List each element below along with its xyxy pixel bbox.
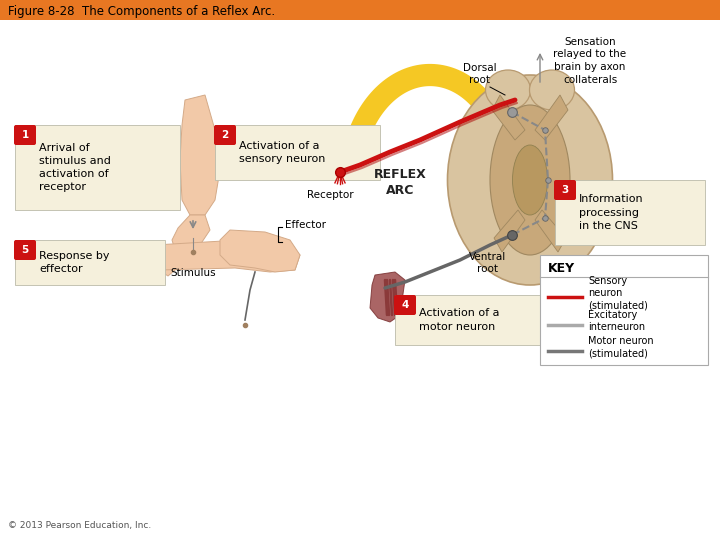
FancyBboxPatch shape — [15, 125, 180, 210]
Text: Sensory
neuron
(stimulated): Sensory neuron (stimulated) — [588, 275, 648, 310]
Polygon shape — [535, 210, 566, 252]
Text: © 2013 Pearson Education, Inc.: © 2013 Pearson Education, Inc. — [8, 521, 151, 530]
Text: REFLEX
ARC: REFLEX ARC — [374, 167, 426, 197]
Text: Dorsal
root: Dorsal root — [463, 63, 497, 85]
Text: 3: 3 — [562, 185, 569, 195]
FancyBboxPatch shape — [215, 125, 380, 180]
Polygon shape — [172, 215, 210, 252]
Text: Figure 8-28  The Components of a Reflex Arc.: Figure 8-28 The Components of a Reflex A… — [8, 4, 275, 17]
Polygon shape — [535, 95, 568, 140]
Ellipse shape — [513, 145, 547, 215]
FancyBboxPatch shape — [555, 180, 705, 245]
Text: Effector: Effector — [285, 220, 326, 230]
Text: 2: 2 — [221, 130, 229, 140]
Polygon shape — [180, 95, 220, 215]
FancyBboxPatch shape — [14, 125, 36, 145]
Text: Information
processing
in the CNS: Information processing in the CNS — [579, 194, 644, 231]
Text: Receptor: Receptor — [307, 190, 354, 200]
FancyBboxPatch shape — [395, 295, 560, 345]
Text: Response by
effector: Response by effector — [39, 251, 109, 274]
Text: Arrival of
stimulus and
activation of
receptor: Arrival of stimulus and activation of re… — [39, 143, 111, 192]
FancyBboxPatch shape — [540, 255, 708, 365]
Text: Excitatory
interneuron: Excitatory interneuron — [588, 310, 645, 332]
FancyBboxPatch shape — [554, 180, 576, 200]
Text: Ventral
root: Ventral root — [469, 252, 507, 274]
FancyBboxPatch shape — [214, 125, 236, 145]
Polygon shape — [220, 230, 300, 272]
Text: Activation of a
motor neuron: Activation of a motor neuron — [419, 308, 500, 332]
Ellipse shape — [448, 75, 613, 285]
Ellipse shape — [529, 70, 575, 110]
Ellipse shape — [490, 105, 570, 255]
Bar — [0, 0, 720, 20]
Polygon shape — [494, 210, 525, 252]
FancyBboxPatch shape — [15, 240, 165, 285]
Text: KEY: KEY — [548, 261, 575, 274]
Text: Activation of a
sensory neuron: Activation of a sensory neuron — [239, 141, 325, 164]
Text: Sensation
relayed to the
brain by axon
collaterals: Sensation relayed to the brain by axon c… — [554, 37, 626, 85]
Text: Stimulus: Stimulus — [170, 268, 216, 278]
Polygon shape — [148, 240, 300, 272]
Polygon shape — [370, 272, 405, 322]
Text: 4: 4 — [401, 300, 409, 310]
Text: Motor neuron
(stimulated): Motor neuron (stimulated) — [588, 336, 654, 358]
Polygon shape — [492, 95, 525, 140]
FancyBboxPatch shape — [394, 295, 416, 315]
Text: 5: 5 — [22, 245, 29, 255]
Ellipse shape — [485, 70, 531, 110]
FancyBboxPatch shape — [14, 240, 36, 260]
Text: 1: 1 — [22, 130, 29, 140]
Polygon shape — [162, 250, 182, 276]
